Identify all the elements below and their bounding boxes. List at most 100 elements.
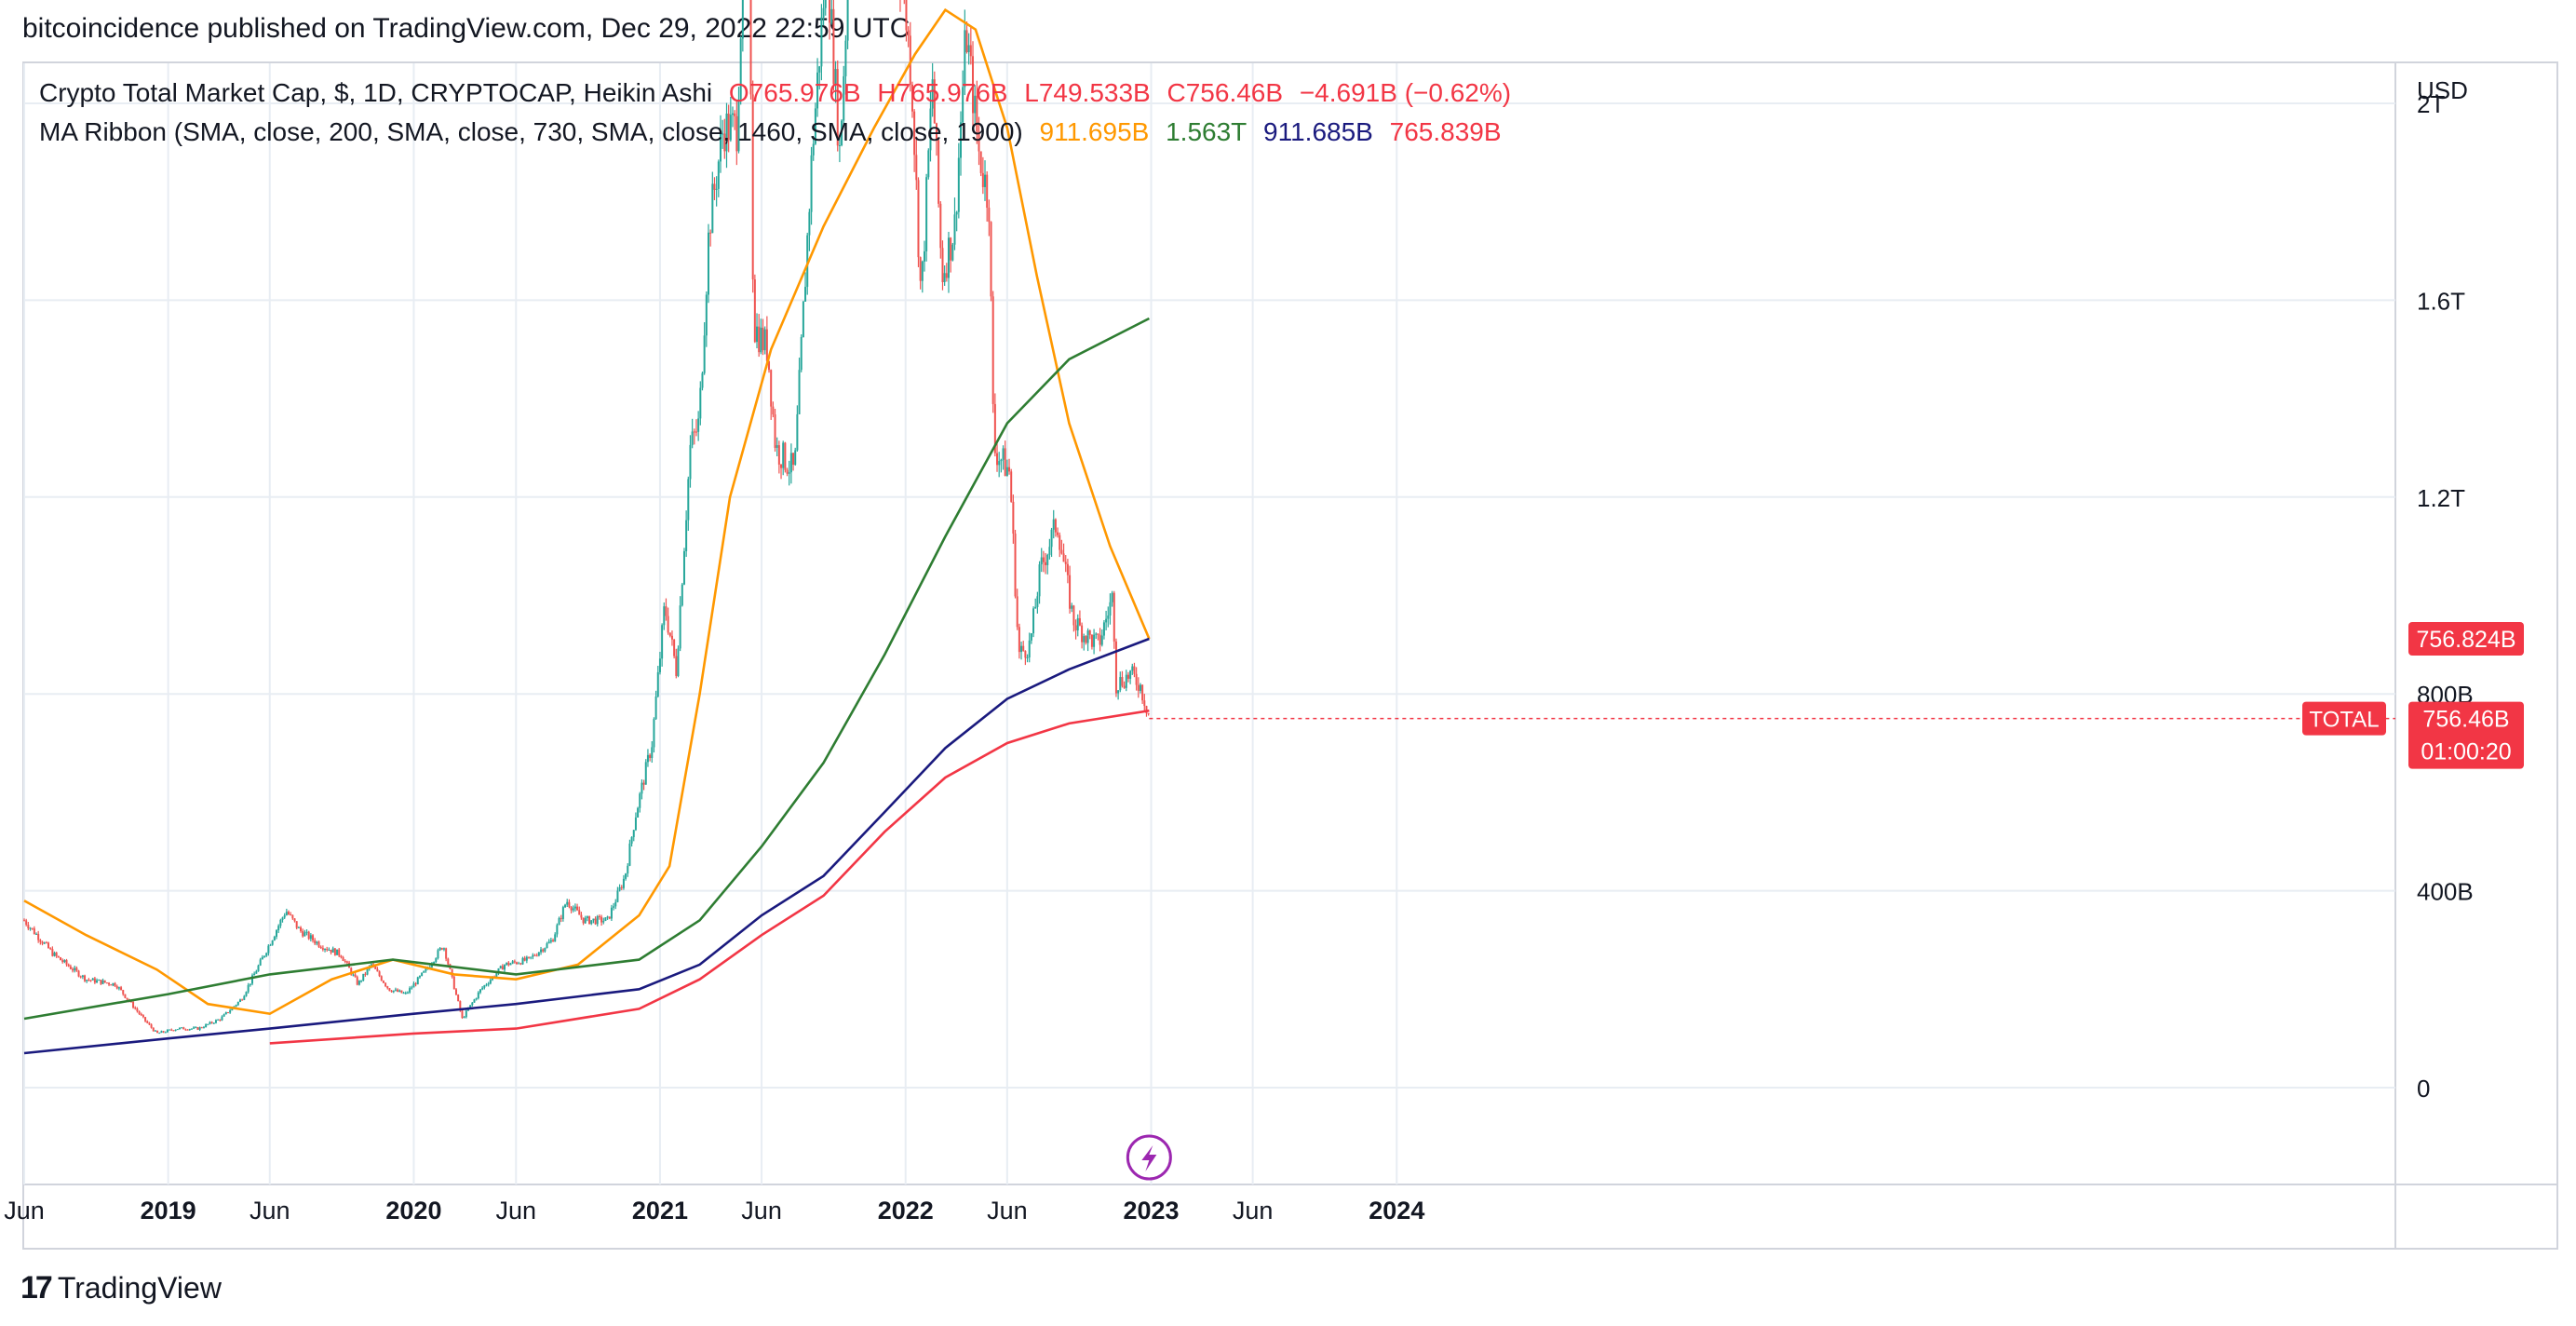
candle-body	[822, 7, 825, 18]
candle-body	[959, 122, 962, 158]
x-tick-label: 2023	[1123, 1197, 1179, 1225]
candle-body	[416, 977, 419, 985]
candle-body	[511, 961, 514, 964]
candle-body	[711, 183, 714, 234]
candle-body	[739, 38, 742, 100]
candle-body	[207, 1023, 209, 1025]
candle-body	[47, 942, 50, 949]
candle-body	[782, 442, 785, 468]
total-symbol-tag-label: TOTAL	[2309, 708, 2379, 733]
candle-body	[588, 916, 591, 925]
candle-body	[1100, 635, 1103, 645]
candle-body	[497, 967, 500, 974]
x-tick-label: 2022	[878, 1197, 934, 1225]
candle-body	[964, 30, 966, 88]
candle-body	[596, 916, 599, 925]
publish-header: bitcoincidence published on TradingView.…	[22, 13, 910, 44]
candle-body	[27, 925, 30, 929]
candle-body	[927, 150, 930, 178]
candle-body	[86, 980, 88, 981]
candle-body	[642, 782, 645, 785]
candle-body	[174, 1029, 177, 1031]
candle-body	[1107, 616, 1110, 619]
candle-body	[122, 990, 125, 994]
candle-body	[43, 942, 46, 944]
candle-body	[1020, 645, 1023, 653]
candle-body	[45, 942, 47, 944]
footer-brand[interactable]: 17 TradingView	[20, 1270, 222, 1306]
candle-body	[309, 935, 312, 940]
candle-body	[519, 963, 522, 965]
candle-body	[1141, 684, 1144, 701]
candle-body	[317, 941, 320, 947]
candle-body	[394, 989, 397, 991]
symbol-legend[interactable]: Crypto Total Market Cap, $, 1D, CRYPTOCA…	[39, 78, 1520, 108]
candle-body	[108, 982, 111, 985]
candle-body	[829, 0, 831, 23]
ma-line-sma-1460	[23, 637, 1150, 1055]
candle-body	[921, 261, 924, 281]
candle-body	[653, 719, 655, 748]
candle-body	[1129, 670, 1132, 679]
candle-body	[277, 926, 280, 931]
candle-body	[919, 257, 922, 281]
candle-body	[253, 973, 256, 976]
candle-body	[1105, 618, 1108, 623]
candle-body	[423, 970, 425, 973]
candle-body	[772, 406, 775, 415]
candle-body	[362, 973, 365, 981]
candle-body	[1042, 557, 1045, 562]
candle-body	[473, 999, 476, 1003]
candle-body	[457, 994, 460, 1002]
candle-body	[572, 908, 574, 911]
candle-body	[1137, 684, 1140, 691]
ma730-value: 1.563T	[1166, 117, 1248, 146]
candle-body	[1097, 633, 1099, 635]
candle-body	[1060, 549, 1063, 554]
candle-body	[307, 931, 310, 940]
candle-body	[604, 917, 607, 921]
y-tick-label: 0	[2417, 1075, 2430, 1103]
lightning-icon	[1141, 1145, 1157, 1171]
candle-body	[962, 87, 964, 123]
candle-body	[350, 967, 353, 975]
candle-body	[1081, 625, 1084, 643]
x-tick-label: 2020	[385, 1197, 441, 1225]
candle-body	[283, 914, 286, 918]
candle-body	[392, 990, 395, 993]
candle-body	[528, 956, 531, 958]
candle-body	[300, 927, 303, 931]
candle-body	[1036, 596, 1039, 607]
candle-body	[1139, 684, 1141, 691]
candle-body	[762, 327, 764, 351]
candle-body	[552, 940, 555, 942]
candle-body	[542, 949, 545, 952]
candle-body	[35, 933, 38, 935]
candle-body	[1016, 596, 1018, 628]
candle-body	[333, 948, 336, 955]
tradingview-logo-icon: 17	[20, 1270, 53, 1306]
candle-body	[972, 56, 975, 114]
candle-body	[929, 108, 932, 151]
candle-body	[717, 161, 720, 189]
candle-body	[613, 906, 615, 908]
candle-body	[598, 916, 600, 918]
candle-body	[939, 203, 942, 249]
candle-body	[297, 927, 300, 928]
candle-body	[221, 1016, 223, 1021]
candle-body	[178, 1027, 181, 1030]
ma-ribbon-title: MA Ribbon (SMA, close, 200, SMA, close, …	[39, 117, 1023, 146]
ma-ribbon-legend[interactable]: MA Ribbon (SMA, close, 200, SMA, close, …	[39, 117, 1511, 147]
candle-body	[226, 1012, 229, 1014]
candle-body	[366, 968, 369, 975]
candle-body	[1119, 677, 1122, 691]
candle-body	[1085, 636, 1087, 643]
candle-body	[990, 222, 992, 297]
candle-body	[193, 1027, 196, 1029]
candle-body	[687, 479, 690, 521]
candle-body	[715, 188, 718, 190]
candle-body	[324, 949, 327, 951]
candle-body	[162, 1031, 165, 1033]
candle-body	[65, 960, 68, 965]
